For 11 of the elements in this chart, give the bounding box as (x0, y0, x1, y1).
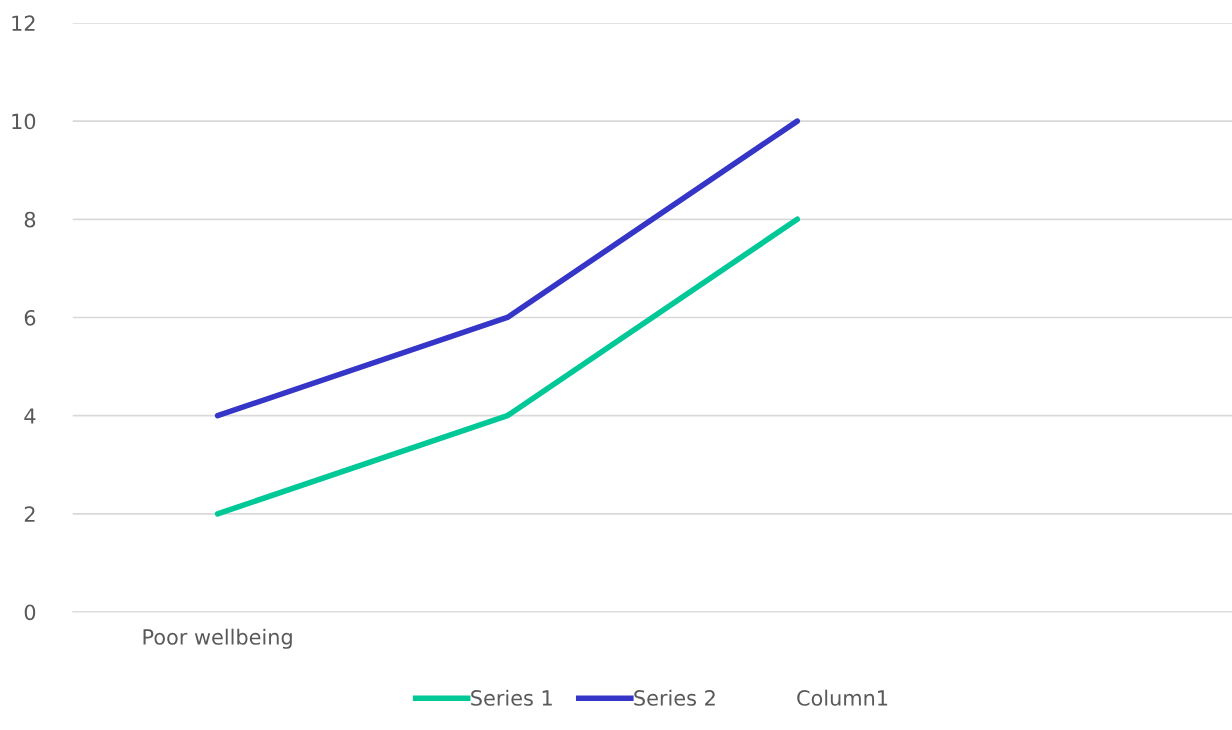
legend-label: Series 1 (471, 689, 552, 706)
y-tick-label: 4 (24, 408, 36, 424)
text: Column1 (797, 689, 888, 706)
y-tick-label: 10 (12, 113, 36, 130)
y-tick-label: 8 (24, 211, 36, 228)
x-tick-label: Poor wellbeing (143, 628, 292, 649)
y-tick-label: 6 (24, 309, 36, 326)
y-tick-label: 2 (24, 506, 35, 522)
y-tick-label: 12 (12, 15, 35, 31)
y-tick-label: 0 (24, 604, 36, 621)
legend-label: Series 2 (634, 689, 715, 706)
